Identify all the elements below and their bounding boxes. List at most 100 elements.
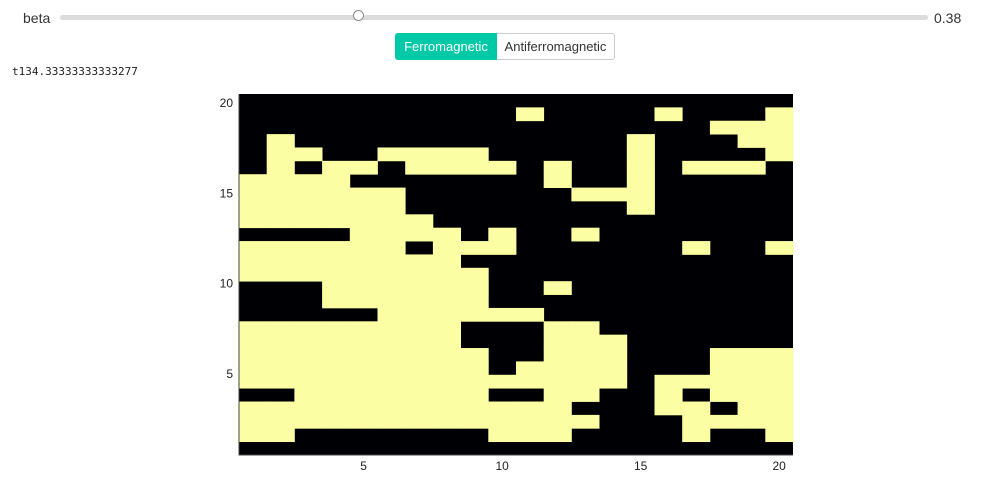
spin-cell <box>322 374 351 389</box>
spin-cell <box>294 147 323 162</box>
spin-cell <box>599 361 628 376</box>
spin-cell <box>377 254 406 269</box>
spin-cell <box>349 401 378 416</box>
spin-cell <box>709 160 738 175</box>
spin-cell <box>488 428 517 443</box>
spin-cell <box>432 294 461 309</box>
spin-cell <box>266 374 295 389</box>
spin-cell <box>488 160 517 175</box>
spin-cell <box>294 254 323 269</box>
spin-cell <box>460 401 489 416</box>
spin-cell <box>294 361 323 376</box>
antiferromagnetic-button[interactable]: Antiferromagnetic <box>497 33 615 60</box>
y-tick-label: 20 <box>220 96 234 110</box>
spin-cell <box>765 374 794 389</box>
spin-cell <box>488 401 517 416</box>
spin-cell <box>239 428 268 443</box>
spin-cell <box>432 321 461 336</box>
spin-cell <box>626 147 655 162</box>
spin-cell <box>432 374 461 389</box>
spin-cell <box>377 307 406 322</box>
spin-cell <box>765 401 794 416</box>
spin-cell <box>543 361 572 376</box>
spin-cell <box>543 401 572 416</box>
spin-cell <box>599 334 628 349</box>
spin-cell <box>266 334 295 349</box>
spin-cell <box>294 334 323 349</box>
spin-cell <box>349 374 378 389</box>
interaction-type-toggle: Ferromagnetic Antiferromagnetic <box>395 33 615 60</box>
spin-cell <box>377 187 406 202</box>
x-tick-label: 20 <box>772 459 786 473</box>
spin-cell <box>377 361 406 376</box>
spin-cell <box>322 241 351 255</box>
beta-slider-track[interactable] <box>60 10 928 21</box>
spin-cell <box>377 374 406 389</box>
spin-cell <box>239 187 268 202</box>
spin-cell <box>294 267 323 282</box>
spin-cell <box>239 200 268 215</box>
x-tick-label: 15 <box>634 459 648 473</box>
spin-cell <box>294 174 323 188</box>
spin-cell <box>765 147 794 162</box>
spin-cell <box>405 321 434 336</box>
spin-cell <box>239 374 268 389</box>
spin-cell <box>349 241 378 255</box>
spin-cell <box>432 281 461 295</box>
beta-slider-label: beta <box>23 10 51 26</box>
spin-cell <box>322 160 351 175</box>
beta-slider-handle[interactable] <box>353 10 365 21</box>
spin-cell <box>377 241 406 255</box>
spin-cell <box>516 107 545 122</box>
spin-cell <box>377 200 406 215</box>
spin-cell <box>571 227 600 242</box>
spin-cell <box>377 281 406 295</box>
spin-cell <box>322 281 351 295</box>
spin-cell <box>488 307 517 322</box>
spin-cell <box>599 374 628 389</box>
spin-cell <box>349 214 378 229</box>
spin-cell <box>654 107 683 122</box>
spin-cell <box>322 267 351 282</box>
spin-cell <box>765 361 794 376</box>
spin-cell <box>239 214 268 229</box>
spin-cell <box>737 361 766 376</box>
spin-cell <box>432 348 461 362</box>
spin-cell <box>709 374 738 389</box>
heatmap-axes <box>238 94 793 456</box>
spin-cell <box>294 321 323 336</box>
spin-cell <box>543 281 572 295</box>
spin-cell <box>682 160 711 175</box>
spin-cell <box>765 241 794 255</box>
spin-cell <box>432 227 461 242</box>
spin-cell <box>266 187 295 202</box>
spin-cell <box>349 321 378 336</box>
spin-cell <box>349 281 378 295</box>
spin-cell <box>516 374 545 389</box>
spin-cell <box>709 388 738 402</box>
spin-cell <box>405 334 434 349</box>
spin-cell <box>432 334 461 349</box>
spin-cell <box>405 348 434 362</box>
spin-cell <box>349 267 378 282</box>
spin-cell <box>349 294 378 309</box>
ferromagnetic-button[interactable]: Ferromagnetic <box>395 33 497 60</box>
spin-cell <box>460 281 489 295</box>
spin-cell <box>654 401 683 416</box>
spin-cell <box>294 414 323 429</box>
spin-cell <box>682 241 711 255</box>
spin-cell <box>405 388 434 402</box>
spin-cell <box>765 134 794 148</box>
spin-cell <box>654 374 683 389</box>
spin-cell <box>571 187 600 202</box>
spin-cell <box>432 241 461 255</box>
spin-cell <box>543 348 572 362</box>
y-tick-label: 10 <box>220 277 234 291</box>
spin-cell <box>377 147 406 162</box>
spin-cell <box>377 267 406 282</box>
spin-cell <box>266 254 295 269</box>
spin-cell <box>432 160 461 175</box>
spin-cell <box>765 348 794 362</box>
spin-cell <box>460 374 489 389</box>
spin-cell <box>626 160 655 175</box>
